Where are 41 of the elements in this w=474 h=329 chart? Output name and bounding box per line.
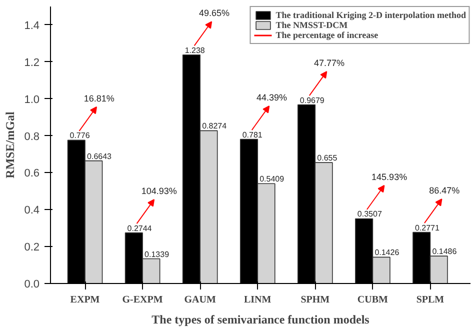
x-tick-label: EXPM (70, 294, 100, 306)
data-label: 0.1486 (432, 247, 458, 256)
data-label: 0.781 (242, 130, 263, 140)
x-tick-label: CUBM (357, 294, 389, 306)
y-tick-label: 1.4 (24, 20, 40, 32)
annotation: 44.39% (256, 92, 288, 102)
y-tick-label: 0.6 (24, 168, 40, 180)
annotation: 49.65% (198, 8, 230, 18)
y-tick-label: 1.0 (24, 94, 40, 106)
data-label: 0.9679 (300, 96, 325, 105)
data-label: 0.2771 (414, 223, 440, 232)
y-tick-label: 1.2 (24, 56, 40, 69)
legend-label: The traditional Kriging 2-D interpolation method (276, 10, 466, 20)
y-tick-label: 0.4 (24, 204, 40, 217)
annotation: 104.93% (141, 186, 177, 196)
data-label: 0.2744 (127, 224, 152, 233)
data-label: 0.6643 (87, 152, 112, 161)
data-label: 0.1339 (144, 250, 170, 259)
y-tick-label: 0.2 (24, 242, 40, 254)
data-label: 0.5409 (260, 174, 285, 184)
data-label: 0.655 (317, 154, 338, 163)
x-axis-title: The types of semivariance function models (152, 312, 370, 326)
data-label: 1.238 (184, 46, 206, 55)
annotation: 16.81% (84, 93, 114, 104)
x-tick-label: GAUM (184, 294, 216, 306)
legend-label: The NMSST-DCM (276, 20, 348, 30)
y-tick-label: 0.0 (24, 278, 40, 290)
data-label: 0.8274 (202, 122, 228, 131)
data-label: 0.776 (70, 131, 90, 140)
annotation: 86.47% (429, 185, 460, 196)
annotation: 145.93% (372, 172, 408, 182)
x-tick-label: LINM (244, 294, 272, 306)
data-label: 0.1426 (374, 248, 400, 258)
y-tick-label: 0.8 (24, 130, 40, 143)
annotation: The percentage of increase (276, 30, 378, 40)
x-tick-label: SPLM (416, 294, 445, 306)
x-tick-label: SPHM (300, 294, 330, 306)
y-axis-title: RMSE/mGal (3, 111, 18, 178)
x-tick-label: G-EXPM (122, 294, 164, 306)
data-label: 0.3507 (357, 210, 382, 219)
annotation: 47.77% (314, 58, 345, 68)
